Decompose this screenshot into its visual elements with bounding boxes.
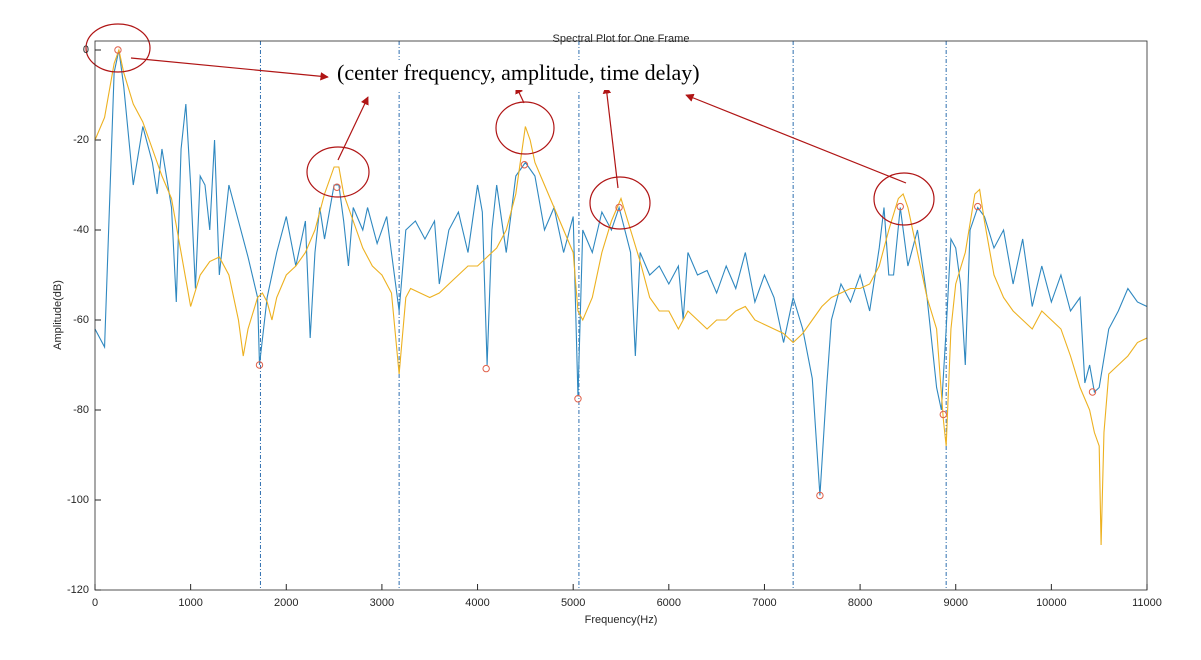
x-tick-label: 8000 (848, 597, 872, 609)
highlight-ellipse (495, 101, 555, 155)
y-tick-label: -80 (73, 404, 89, 416)
arrow (130, 57, 329, 81)
arrow (337, 96, 369, 161)
y-tick-label: -100 (67, 494, 89, 506)
x-tick-label: 0 (92, 597, 98, 609)
axes-box (94, 40, 1148, 591)
annotation: (center frequency, amplitude, time delay… (337, 60, 700, 85)
y-tick-label: -120 (67, 584, 89, 596)
x-tick-label: 9000 (943, 597, 967, 609)
peak-marker (896, 202, 904, 211)
x-tick-label: 7000 (752, 597, 776, 609)
peak-marker (520, 161, 529, 169)
peak-marker (939, 410, 947, 419)
peak-marker (1088, 388, 1097, 396)
x-tick-label: 3000 (370, 597, 394, 609)
series-line (94, 49, 1148, 496)
chart-title: Spectral Plot for One Frame (553, 33, 690, 45)
peak-marker (114, 46, 122, 54)
peak-marker (974, 202, 982, 211)
x-tick-label: 11000 (1132, 597, 1162, 609)
arrow (685, 93, 907, 184)
x-tick-label: 5000 (561, 597, 585, 609)
y-tick-label: -40 (73, 224, 89, 236)
y-axis-label: Amplitude(dB) (52, 280, 64, 350)
annotation-bg (334, 60, 759, 90)
y-tick-label: -20 (73, 134, 89, 146)
x-tick-label: 10000 (1036, 597, 1067, 609)
highlight-ellipse (589, 176, 651, 230)
plot-area (95, 41, 1147, 590)
x-axis-label: Frequency(Hz) (585, 614, 658, 626)
peak-marker (482, 364, 490, 373)
arrows (130, 57, 907, 189)
arrow (602, 85, 619, 189)
highlight-ellipse (873, 172, 935, 226)
y-tick-label: 0 (83, 44, 89, 56)
highlight-ellipse (85, 23, 151, 73)
x-tick-label: 2000 (274, 597, 298, 609)
peak-marker (255, 361, 264, 369)
peak-marker (615, 203, 623, 212)
y-tick-label: -60 (73, 314, 89, 326)
peak-marker (816, 491, 824, 500)
highlight-ellipse (306, 146, 370, 198)
x-tick-label: 1000 (178, 597, 202, 609)
x-tick-label: 6000 (657, 597, 681, 609)
x-tick-label: 4000 (465, 597, 489, 609)
highlight-ellipses (85, 23, 935, 230)
peak-marker (333, 183, 341, 191)
peak-marker (574, 395, 582, 403)
